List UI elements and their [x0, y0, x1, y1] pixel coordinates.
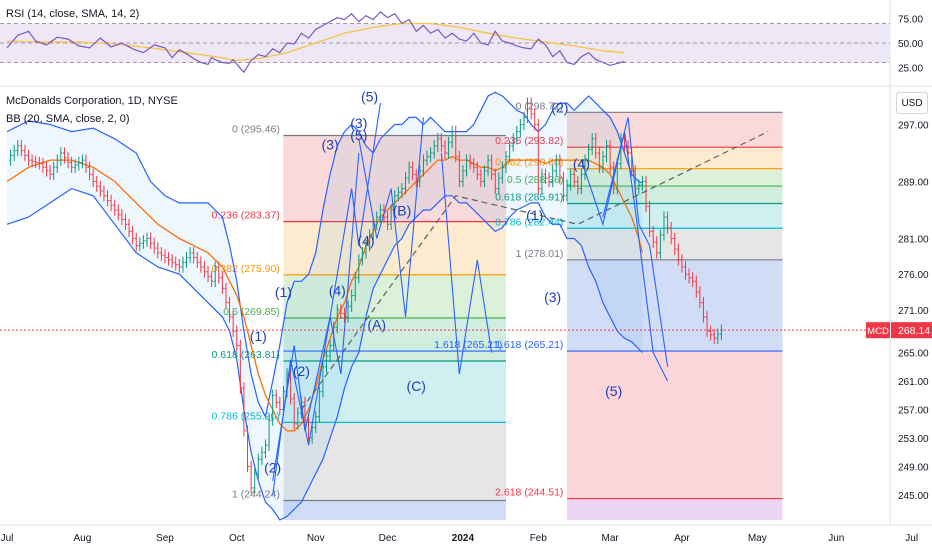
fib-left-zone-5 [283, 422, 507, 501]
rsi-tick-label: 25.00 [898, 63, 923, 74]
fib-right-zone-0 [567, 112, 783, 148]
wave-label-11: (B) [393, 203, 412, 219]
rsi-tick-label: 50.00 [898, 39, 923, 50]
time-tick-label: May [748, 533, 767, 544]
wave-label-8: (2) [293, 363, 310, 379]
price-tick-label: 265.00 [898, 349, 929, 360]
time-tick-label: Feb [530, 533, 548, 544]
wave-label-10: (A) [367, 317, 386, 333]
fib-left-level-label-7: 1.618 (265.21) [434, 339, 502, 351]
bb-fill [7, 92, 643, 520]
fib-left-level-label-0: 0 (295.46) [232, 123, 280, 135]
wave-label-0: (5) [361, 89, 378, 105]
rsi-tick-label: 75.00 [898, 15, 923, 26]
fib-right-zone-2 [567, 168, 783, 187]
time-tick-label: Mar [602, 533, 620, 544]
fib-left-level-label-2: 0.382 (275.90) [212, 263, 280, 275]
wave-label-9: (2) [264, 459, 281, 475]
wave-label-3: (3) [322, 136, 339, 152]
wave-label-16: (3) [544, 289, 561, 305]
fib-right-zone-6 [567, 259, 783, 352]
fib-left-level-label-3: 0.5 (269.85) [223, 306, 280, 318]
price-tick-label: 276.00 [898, 270, 929, 281]
wave-line-1 [272, 152, 360, 481]
wave-label-14: (1) [526, 207, 543, 223]
fib-right-level-label-7: 1.618 (265.21) [495, 339, 563, 351]
wave-label-5: (4) [329, 283, 346, 299]
fib-left-level-label-4: 0.618 (263.81) [212, 349, 280, 361]
price-tick-label: 289.00 [898, 178, 929, 189]
time-tick-label: Jun [828, 533, 844, 544]
fib-right-zone-8 [567, 498, 783, 520]
price-tick-label: 261.00 [898, 377, 929, 388]
time-tick-label: Apr [674, 533, 690, 544]
price-tick-label: 249.00 [898, 463, 929, 474]
fib-right-level-label-5: 0.786 (282.44) [495, 216, 563, 228]
wave-label-2: (5) [350, 127, 367, 143]
fib-right-level-label-8: 2.618 (244.51) [495, 487, 563, 499]
fib-left-level-label-6: 1 (244.24) [232, 488, 280, 500]
last-price-symbol-tag [866, 322, 890, 339]
wave-line-2 [358, 117, 424, 317]
wave-label-1: (3) [350, 115, 367, 131]
bb-indicator-label[interactable]: BB (20, SMA, close, 2, 0) [6, 113, 130, 125]
last-price-value: 268.14 [898, 325, 930, 337]
wave-label-6: (1) [275, 284, 292, 300]
price-tick-label: 245.00 [898, 491, 929, 502]
fib-left-zone-1 [283, 221, 507, 275]
price-tick-label: 281.00 [898, 235, 929, 246]
price-tick-label: 297.00 [898, 121, 929, 132]
fib-right-zone-3 [567, 186, 783, 204]
wave-line-3 [440, 152, 493, 374]
time-tick-label: Dec [379, 533, 397, 544]
price-tick-label: 253.00 [898, 434, 929, 445]
time-tick-label: Sep [156, 533, 174, 544]
rsi-line [6, 10, 625, 74]
rsi-ma-line [6, 22, 625, 62]
wave-label-17: (5) [605, 383, 622, 399]
wave-label-12: (C) [407, 378, 426, 394]
time-tick-label: 2024 [452, 533, 475, 544]
wave-label-15: (4) [573, 156, 590, 172]
wave-label-7: (1) [250, 328, 267, 344]
symbol-title: McDonalds Corporation, 1D, NYSE [6, 95, 178, 107]
fib-left-level-label-5: 0.786 (255.20) [212, 410, 280, 422]
currency-button[interactable]: USD [896, 92, 928, 114]
last-price-symbol: MCD [867, 326, 889, 337]
bb-lower-line [6, 187, 643, 521]
wave-trendline-dashed [300, 131, 769, 410]
fib-right-level-label-4: 0.618 (285.91) [495, 192, 563, 204]
time-tick-label: Nov [307, 533, 325, 544]
fib-right-zone-7 [567, 351, 783, 499]
bb-upper-line [6, 91, 643, 419]
time-tick-label: Aug [73, 533, 91, 544]
time-tick-label: Jul [905, 533, 918, 544]
fib-left-level-label-1: 0.236 (283.37) [212, 210, 280, 222]
fib-left-zone-3 [283, 317, 507, 362]
price-tick-label: 257.00 [898, 406, 929, 417]
time-tick-label: Oct [229, 533, 245, 544]
rsi-legend-label[interactable]: RSI (14, close, SMA, 14, 2) [6, 8, 140, 20]
wave-line-5 [602, 117, 669, 367]
last-price-value-tag [891, 322, 932, 339]
price-tick-label: 271.00 [898, 306, 929, 317]
fib-left-zone-6 [283, 500, 507, 520]
fib-right-level-label-1: 0.236 (293.82) [495, 135, 563, 147]
fib-right-level-label-6: 1 (278.01) [516, 248, 564, 260]
wave-label-4: (4) [357, 233, 374, 249]
wave-label-13: (2) [551, 99, 568, 115]
time-tick-label: Jul [1, 533, 14, 544]
